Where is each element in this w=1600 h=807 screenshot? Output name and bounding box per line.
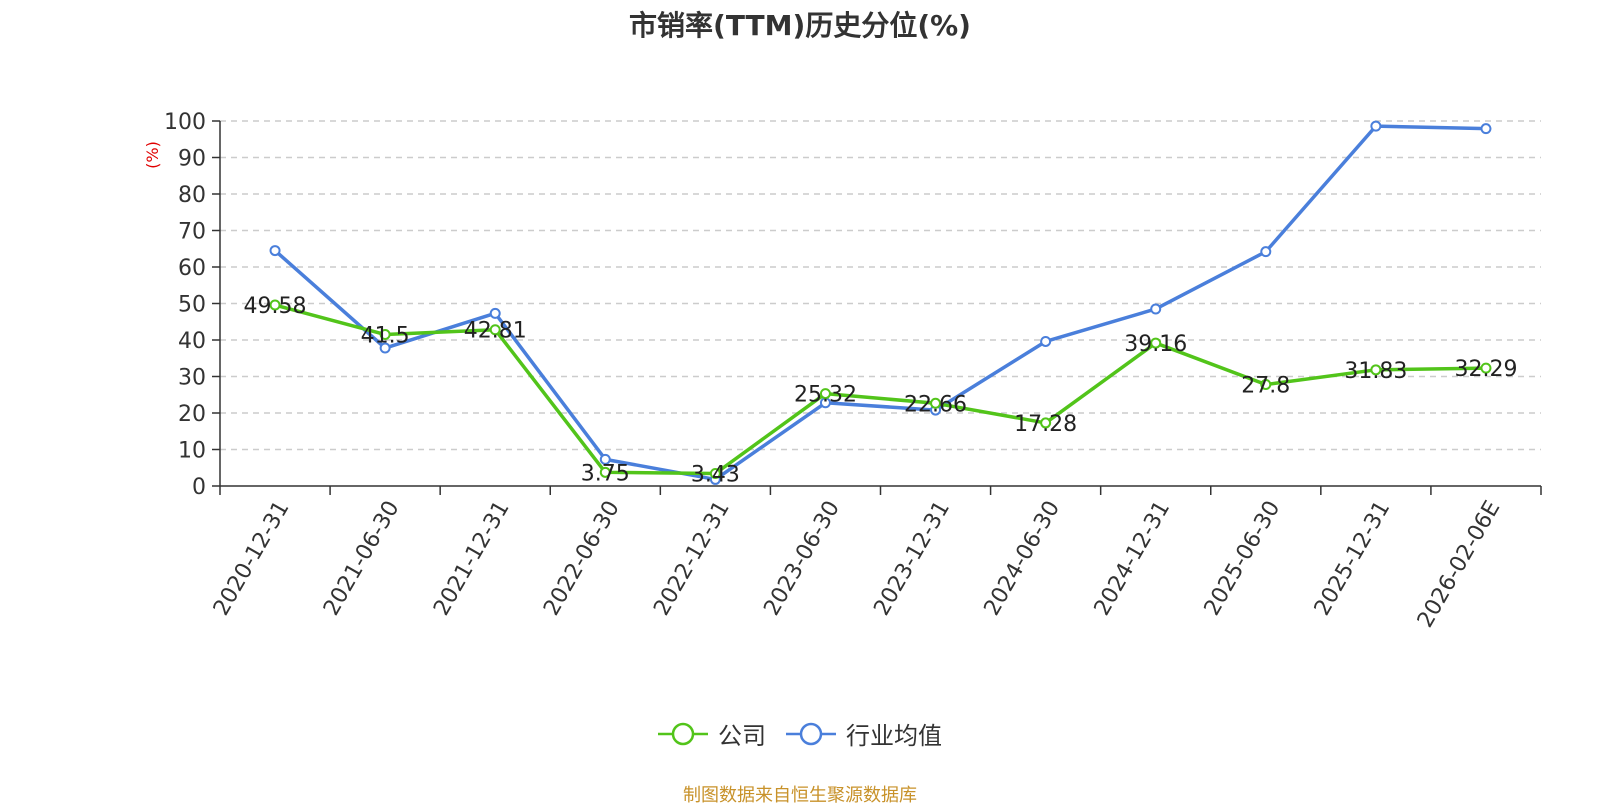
data-point [819,388,831,400]
data-label: 17.28 [1014,412,1077,437]
legend: 公司 行业均值 [0,716,1600,751]
y-tick-label: 90 [178,147,206,172]
axes: 0 10 20 30 40 50 60 70 80 90 100 2020-12-31 2021-06-… [164,110,1542,632]
y-tick-label: 0 [192,475,206,500]
data-point [1260,379,1272,391]
x-tick-label: 2026-02-06E [1413,497,1506,632]
data-point [599,466,611,478]
data-point [709,467,721,479]
data-point [269,245,281,257]
data-point [379,329,391,341]
y-tick-label: 40 [178,329,206,354]
data-point [599,453,611,465]
y-tick-label: 10 [178,439,206,464]
data-point [930,397,942,409]
data-label: 49.58 [244,294,307,319]
y-tick-label: 80 [178,183,206,208]
data-point [379,342,391,354]
data-label: 25.32 [794,383,857,408]
data-point [489,307,501,319]
data-point [1480,123,1492,135]
data-point [1040,335,1052,347]
y-axis-label: (%) [143,141,162,169]
y-tick-label: 60 [178,256,206,281]
series-line-1 [273,124,1486,482]
legend-label: 公司 [718,722,766,750]
x-tick-label: 2021-06-30 [319,497,405,620]
data-point [1480,362,1492,374]
data-point [1370,120,1382,132]
data-label: 32.29 [1454,357,1517,382]
data-label: 42.81 [464,319,527,344]
data-label: 3.43 [691,462,740,487]
series-lines [269,120,1492,485]
source-note: 制图数据来自恒生聚源数据库 [683,785,917,806]
x-tick-label: 2022-06-30 [539,497,625,620]
data-point [1370,364,1382,376]
y-tick-label: 70 [178,220,206,245]
data-point [1150,303,1162,315]
x-tick-label: 2022-12-31 [649,497,735,620]
x-tick-label: 2021-12-31 [429,497,515,620]
data-label: 41.5 [361,324,410,349]
x-tick-label: 2024-12-31 [1090,497,1176,620]
x-tick-label: 2025-12-31 [1310,497,1396,620]
data-point [1150,337,1162,349]
x-tick-label: 2025-06-30 [1200,497,1286,620]
y-tick-label: 100 [164,110,206,135]
x-tick-label: 2023-06-30 [759,497,845,620]
chart-title: 市销率(TTM)历史分位(%) [629,9,971,42]
data-labels: 49.58 41.5 42.81 3.75 3.43 25.32 22.66 17.28 39.… [244,294,1518,487]
legend-label: 行业均值 [846,722,942,750]
data-point [1040,417,1052,429]
data-point [489,324,501,336]
legend-marker-icon [786,722,836,745]
legend-item[interactable]: 公司 [658,716,766,751]
grid-lines [220,120,1541,451]
data-point [269,299,281,311]
y-tick-label: 30 [178,366,206,391]
legend-item[interactable]: 行业均值 [786,716,942,751]
x-tick-label: 2023-12-31 [869,497,955,620]
legend-marker-icon [658,722,708,745]
data-label: 3.75 [581,461,630,486]
y-tick-label: 20 [178,402,206,427]
y-tick-label: 50 [178,293,206,318]
data-label: 39.16 [1124,332,1187,357]
data-label: 27.8 [1241,374,1290,399]
series-line-0 [274,303,1486,476]
data-label: 22.66 [904,392,967,417]
x-tick-label: 2024-06-30 [980,497,1066,620]
data-label: 31.83 [1344,359,1407,384]
x-tick-label: 2020-12-31 [209,497,295,620]
data-point [1260,246,1272,258]
